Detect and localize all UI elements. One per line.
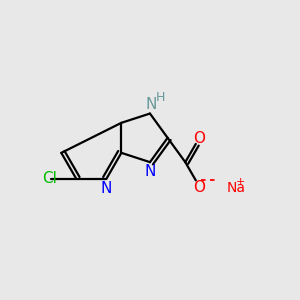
Text: Na: Na <box>226 181 246 194</box>
Text: O: O <box>193 180 205 195</box>
Text: +: + <box>236 177 245 187</box>
Text: N: N <box>146 98 157 112</box>
Text: N: N <box>101 182 112 196</box>
Text: O: O <box>193 131 205 146</box>
Text: Cl: Cl <box>42 171 57 186</box>
Text: N: N <box>144 164 156 179</box>
Text: H: H <box>156 91 166 104</box>
